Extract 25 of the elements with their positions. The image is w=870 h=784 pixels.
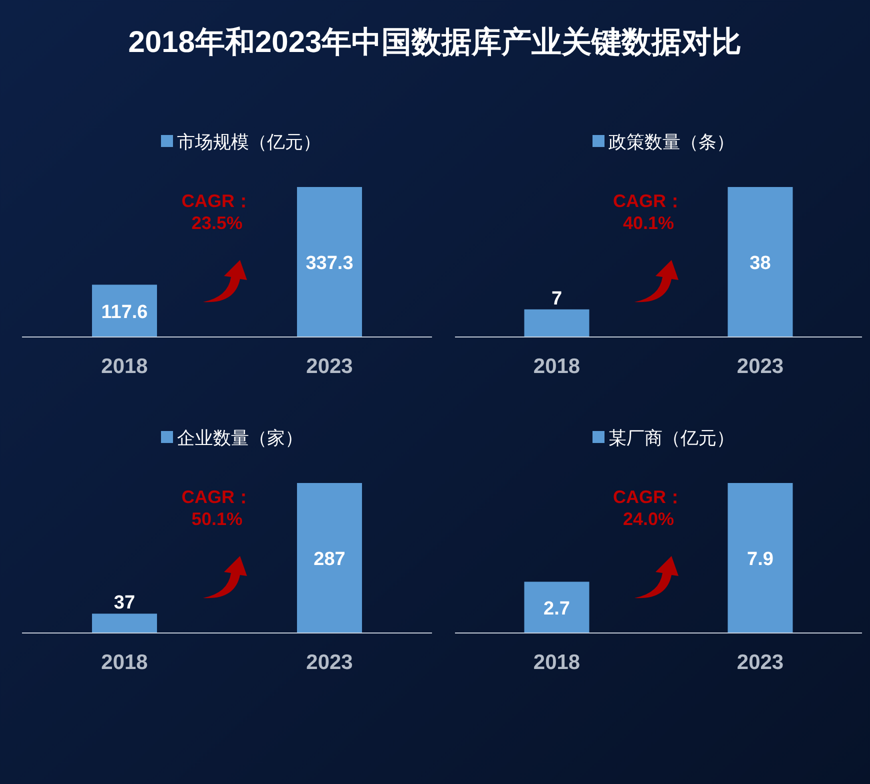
x-tick-label: 2018 <box>533 355 580 378</box>
x-tick-label: 2023 <box>736 651 784 674</box>
x-tick-label: 2023 <box>306 355 353 378</box>
legend-label: 企业数量（家） <box>177 428 303 448</box>
data-label: 7.9 <box>747 549 774 570</box>
legend-label: 某厂商（亿元） <box>608 428 734 448</box>
annotation: CAGR： 24.0% <box>613 487 684 529</box>
annotation: CAGR： 40.1% <box>613 191 684 233</box>
legend-label: 市场规模（亿元） <box>177 132 321 152</box>
x-tick-label: 2018 <box>533 651 580 674</box>
annotation: CAGR： 23.5% <box>182 191 252 233</box>
data-label: 7 <box>551 288 562 310</box>
annotation: CAGR： 50.1% <box>182 487 252 529</box>
x-tick-label: 2023 <box>306 651 353 674</box>
data-label: 37 <box>114 592 136 614</box>
legend-label: 政策数量（条） <box>608 132 734 152</box>
data-label: 2.7 <box>544 598 570 620</box>
data-label: 287 <box>314 549 346 570</box>
x-tick-label: 2018 <box>101 355 148 378</box>
chart-title: 2018年和2023年中国数据库产业关键数据对比 <box>128 25 742 59</box>
data-label: 38 <box>750 253 771 274</box>
x-tick-label: 2018 <box>101 651 148 674</box>
x-tick-label: 2023 <box>736 355 784 378</box>
data-label: 117.6 <box>101 302 148 323</box>
data-label: 337.3 <box>306 253 354 274</box>
